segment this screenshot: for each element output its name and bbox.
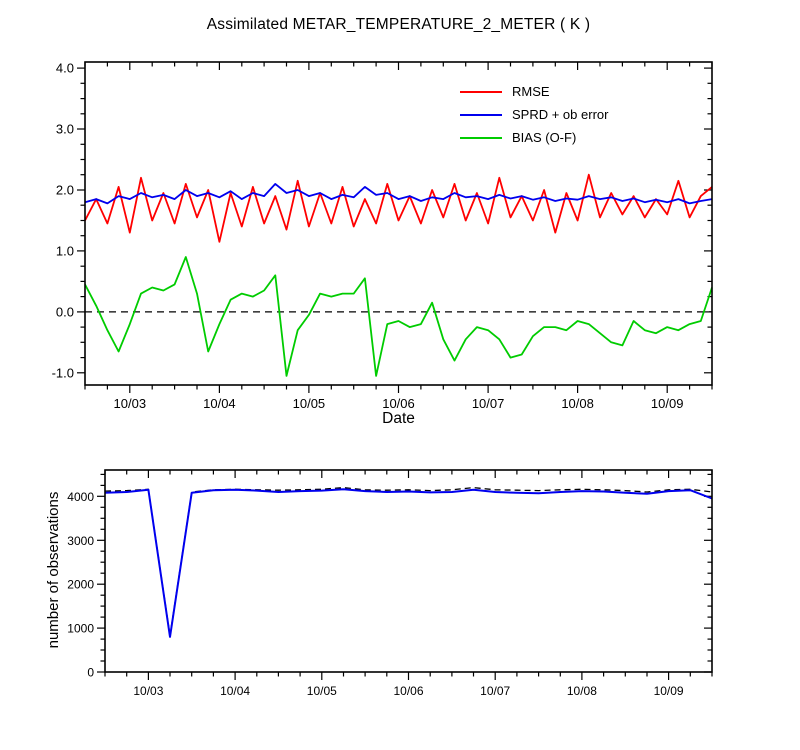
legend-line-bias-icon (460, 136, 502, 139)
svg-text:10/05: 10/05 (307, 684, 337, 698)
svg-text:2.0: 2.0 (56, 183, 74, 198)
chart-title: Assimilated METAR_TEMPERATURE_2_METER ( … (206, 16, 591, 33)
svg-text:10/03: 10/03 (133, 684, 163, 698)
legend-item-bias: BIAS (O-F) (460, 126, 608, 149)
legend-item-rmse: RMSE (460, 80, 608, 103)
svg-text:10/05: 10/05 (293, 396, 326, 411)
svg-text:-1.0: -1.0 (52, 365, 74, 380)
bottom-chart-svg: 0 1000 2000 3000 4000 10/03 10/04 10/05 10/06 10/… (67, 469, 713, 698)
legend-label-bias: BIAS (O-F) (512, 130, 577, 145)
x-axis-title: Date (382, 410, 415, 427)
svg-text:10/04: 10/04 (203, 396, 236, 411)
svg-text:4000: 4000 (67, 490, 94, 504)
svg-text:3.0: 3.0 (56, 122, 74, 137)
svg-text:10/09: 10/09 (654, 684, 684, 698)
top-chart-svg: -1.0 0.0 1.0 2.0 3.0 4.0 10/03 10/04 10/05 10/06 1… (52, 61, 713, 411)
svg-text:10/07: 10/07 (480, 684, 510, 698)
svg-text:10/09: 10/09 (651, 396, 684, 411)
legend-label-rmse: RMSE (512, 84, 550, 99)
svg-text:2000: 2000 (67, 578, 94, 592)
svg-text:10/06: 10/06 (393, 684, 423, 698)
svg-text:1000: 1000 (67, 622, 94, 636)
svg-text:10/08: 10/08 (561, 396, 594, 411)
svg-text:10/04: 10/04 (220, 684, 250, 698)
svg-text:4.0: 4.0 (56, 61, 74, 76)
svg-text:10/06: 10/06 (382, 396, 415, 411)
legend-label-sprd: SPRD + ob error (512, 107, 609, 122)
svg-text:3000: 3000 (67, 534, 94, 548)
svg-text:10/08: 10/08 (567, 684, 597, 698)
legend-line-rmse-icon (460, 90, 502, 93)
svg-text:10/07: 10/07 (472, 396, 505, 411)
legend-line-sprd-icon (460, 113, 502, 116)
svg-text:0.0: 0.0 (56, 304, 74, 319)
svg-text:1.0: 1.0 (56, 243, 74, 258)
legend: RMSE SPRD + ob error BIAS (O-F) (460, 80, 608, 149)
legend-item-sprd: SPRD + ob error (460, 103, 608, 126)
svg-text:0: 0 (87, 666, 94, 680)
svg-text:10/03: 10/03 (114, 396, 147, 411)
